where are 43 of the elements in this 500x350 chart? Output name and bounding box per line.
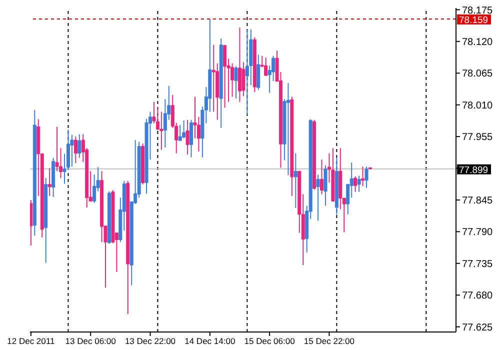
x-tick-label: 15 Dec 22:00 <box>304 336 355 346</box>
candlestick <box>294 152 298 209</box>
y-tick-label: 77.955 <box>462 132 494 144</box>
candlestick <box>186 119 190 155</box>
candlestick <box>256 54 260 90</box>
candlestick <box>178 124 182 142</box>
ref-line-label: 78.159 <box>459 14 488 26</box>
candlestick <box>182 120 186 139</box>
y-tick-label: 77.735 <box>462 258 494 270</box>
x-tick-label: 14 Dec 14:00 <box>184 336 236 346</box>
y-tick-label: 77.845 <box>462 196 494 207</box>
candlestick <box>74 136 78 164</box>
candlestick <box>234 66 238 100</box>
candlestick <box>238 27 242 102</box>
candlestick <box>354 176 358 192</box>
y-tick-label: 78.120 <box>462 36 494 48</box>
candlestick <box>48 168 52 196</box>
candlestick <box>286 82 290 176</box>
y-tick-label: 77.790 <box>462 227 494 238</box>
candlestick <box>78 134 82 158</box>
x-tick-label: 13 Dec 06:00 <box>65 336 116 346</box>
candlestick <box>160 111 164 150</box>
y-tick-label: 78.175 <box>462 5 494 16</box>
candlestick <box>361 166 365 187</box>
candlestick <box>242 62 246 97</box>
x-tick-label: 13 Dec 22:00 <box>124 336 176 346</box>
candlestick <box>264 57 268 77</box>
y-tick-label: 77.625 <box>462 322 494 334</box>
candlestick <box>364 166 368 188</box>
candlestick <box>245 28 249 116</box>
candlestick <box>320 159 324 195</box>
x-tick-label: 12 Dec 2011 <box>7 336 55 346</box>
candlestick <box>223 44 227 108</box>
y-tick-label: 78.065 <box>462 68 494 80</box>
x-tick-label: 15 Dec 06:00 <box>244 336 296 346</box>
y-tick-label: 77.680 <box>462 290 494 302</box>
y-tick-label: 78.010 <box>462 100 494 112</box>
candlestick <box>324 164 328 206</box>
candlestick <box>190 119 194 158</box>
candlestick <box>316 174 320 222</box>
ref-line-label: 77.899 <box>459 164 488 176</box>
candlestick <box>357 175 361 192</box>
candlestick <box>30 199 33 246</box>
